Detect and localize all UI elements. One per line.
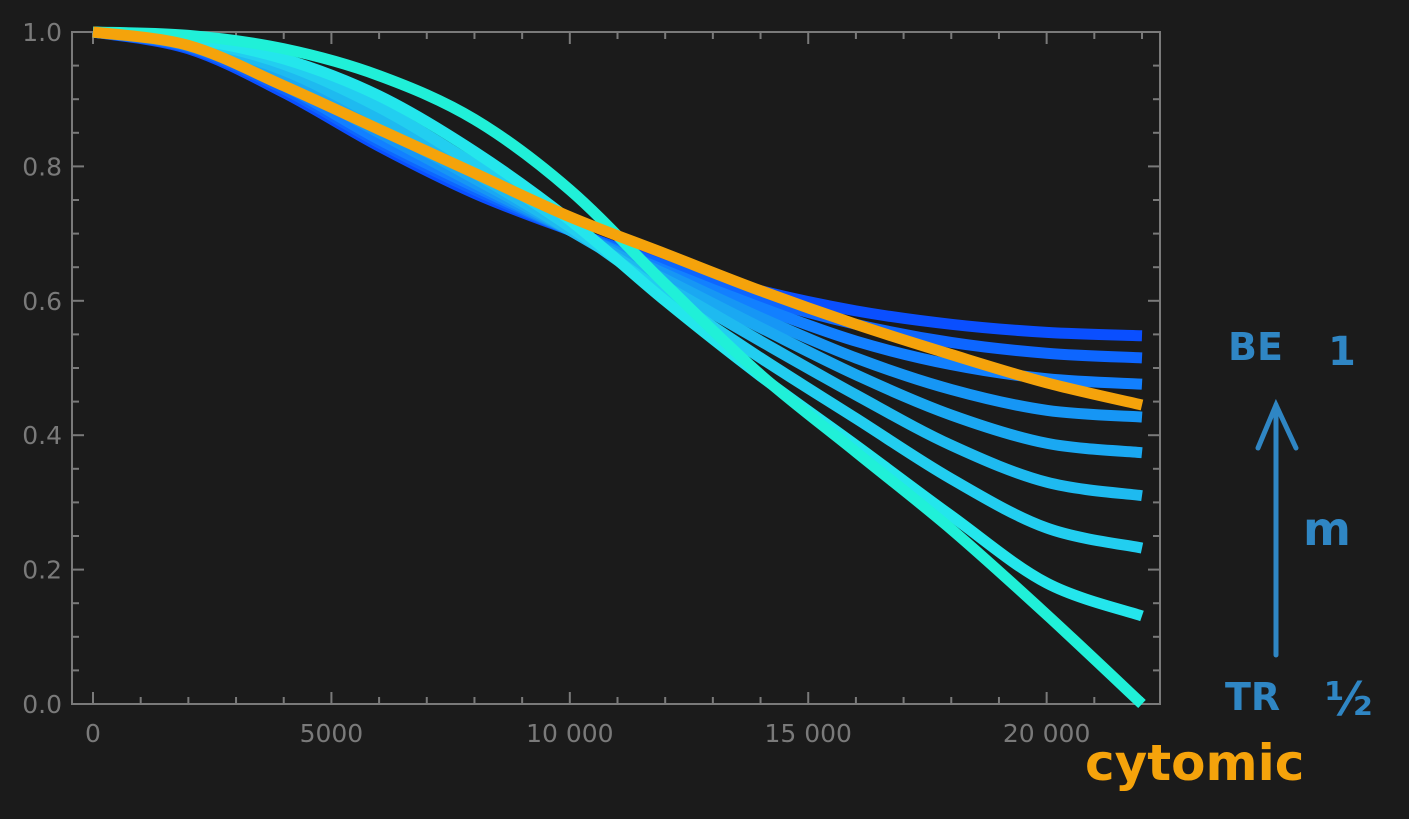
annotation-bottom-value: ½	[1325, 672, 1373, 726]
y-tick-label: 1.0	[22, 18, 62, 47]
x-tick-label: 0	[85, 719, 101, 748]
x-tick-label: 10 000	[526, 719, 613, 748]
series-line-8	[92, 26, 1144, 622]
up-arrow-icon	[1255, 398, 1299, 658]
y-tick-label: 0.8	[22, 152, 62, 181]
series-line-7	[92, 26, 1144, 554]
annotation-top-value: 1	[1328, 329, 1356, 375]
cytomic-logo: cytomic	[1085, 734, 1304, 792]
x-tick-label: 15 000	[764, 719, 851, 748]
axis-tick-labels: 0 5000 10 000 15 000 20 000 0.0 0.2 0.4 0.6 0.8 1.…	[22, 18, 1090, 748]
annotation-top-label: BE	[1228, 325, 1283, 369]
x-tick-label: 5000	[300, 719, 364, 748]
annotation-group: BE 1 m TR ½	[1225, 325, 1373, 726]
annotation-middle-label: m	[1303, 502, 1351, 556]
y-tick-label: 0.0	[22, 690, 62, 719]
y-tick-label: 0.4	[22, 421, 62, 450]
series-lines	[92, 26, 1146, 709]
series-line-10	[92, 26, 1144, 411]
x-tick-label: 20 000	[1003, 719, 1090, 748]
y-tick-label: 0.2	[22, 556, 62, 585]
y-tick-label: 0.6	[22, 287, 62, 316]
annotation-bottom-label: TR	[1225, 675, 1280, 719]
series-line-9	[92, 26, 1146, 709]
